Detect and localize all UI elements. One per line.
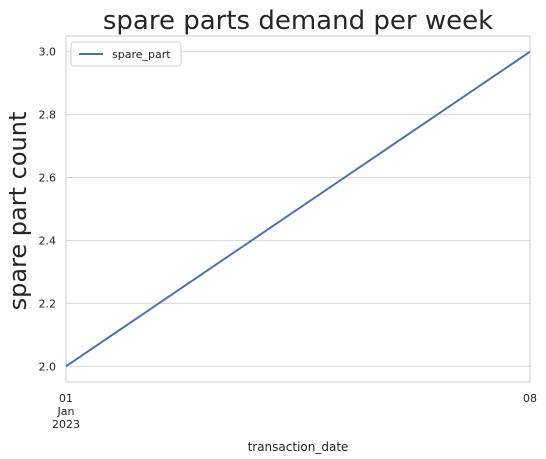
series-line-spare-part xyxy=(65,50,531,368)
y-tick-label: 2.8 xyxy=(39,109,57,122)
legend: spare_part xyxy=(70,41,182,67)
x-tick-label: 01 Jan 2023 xyxy=(52,392,80,431)
chart-title: spare parts demand per week xyxy=(103,6,493,36)
x-axis-label: transaction_date xyxy=(248,440,349,454)
x-tick-labels: 01 Jan 2023 08 xyxy=(52,392,537,431)
x-tick-label-line: 01 xyxy=(59,392,73,405)
x-tick-label-line: 2023 xyxy=(52,418,80,431)
x-tick-label-line: 08 xyxy=(523,392,537,405)
series-group xyxy=(65,50,531,368)
y-axis-label: spare part count xyxy=(4,112,32,311)
x-tick-label-line: Jan xyxy=(57,405,75,418)
x-tick-label: 08 xyxy=(523,392,537,405)
y-tick-label: 2.0 xyxy=(39,360,57,373)
y-tick-labels: 2.0 2.2 2.4 2.6 2.8 3.0 xyxy=(39,46,57,374)
y-tick-label: 2.6 xyxy=(39,172,57,185)
legend-label-spare-part: spare_part xyxy=(112,48,171,61)
legend-box xyxy=(70,41,182,67)
plot-area xyxy=(65,35,531,383)
y-tick-label: 2.2 xyxy=(39,297,57,310)
y-tick-label: 3.0 xyxy=(39,46,57,59)
y-tick-label: 2.4 xyxy=(39,234,57,247)
